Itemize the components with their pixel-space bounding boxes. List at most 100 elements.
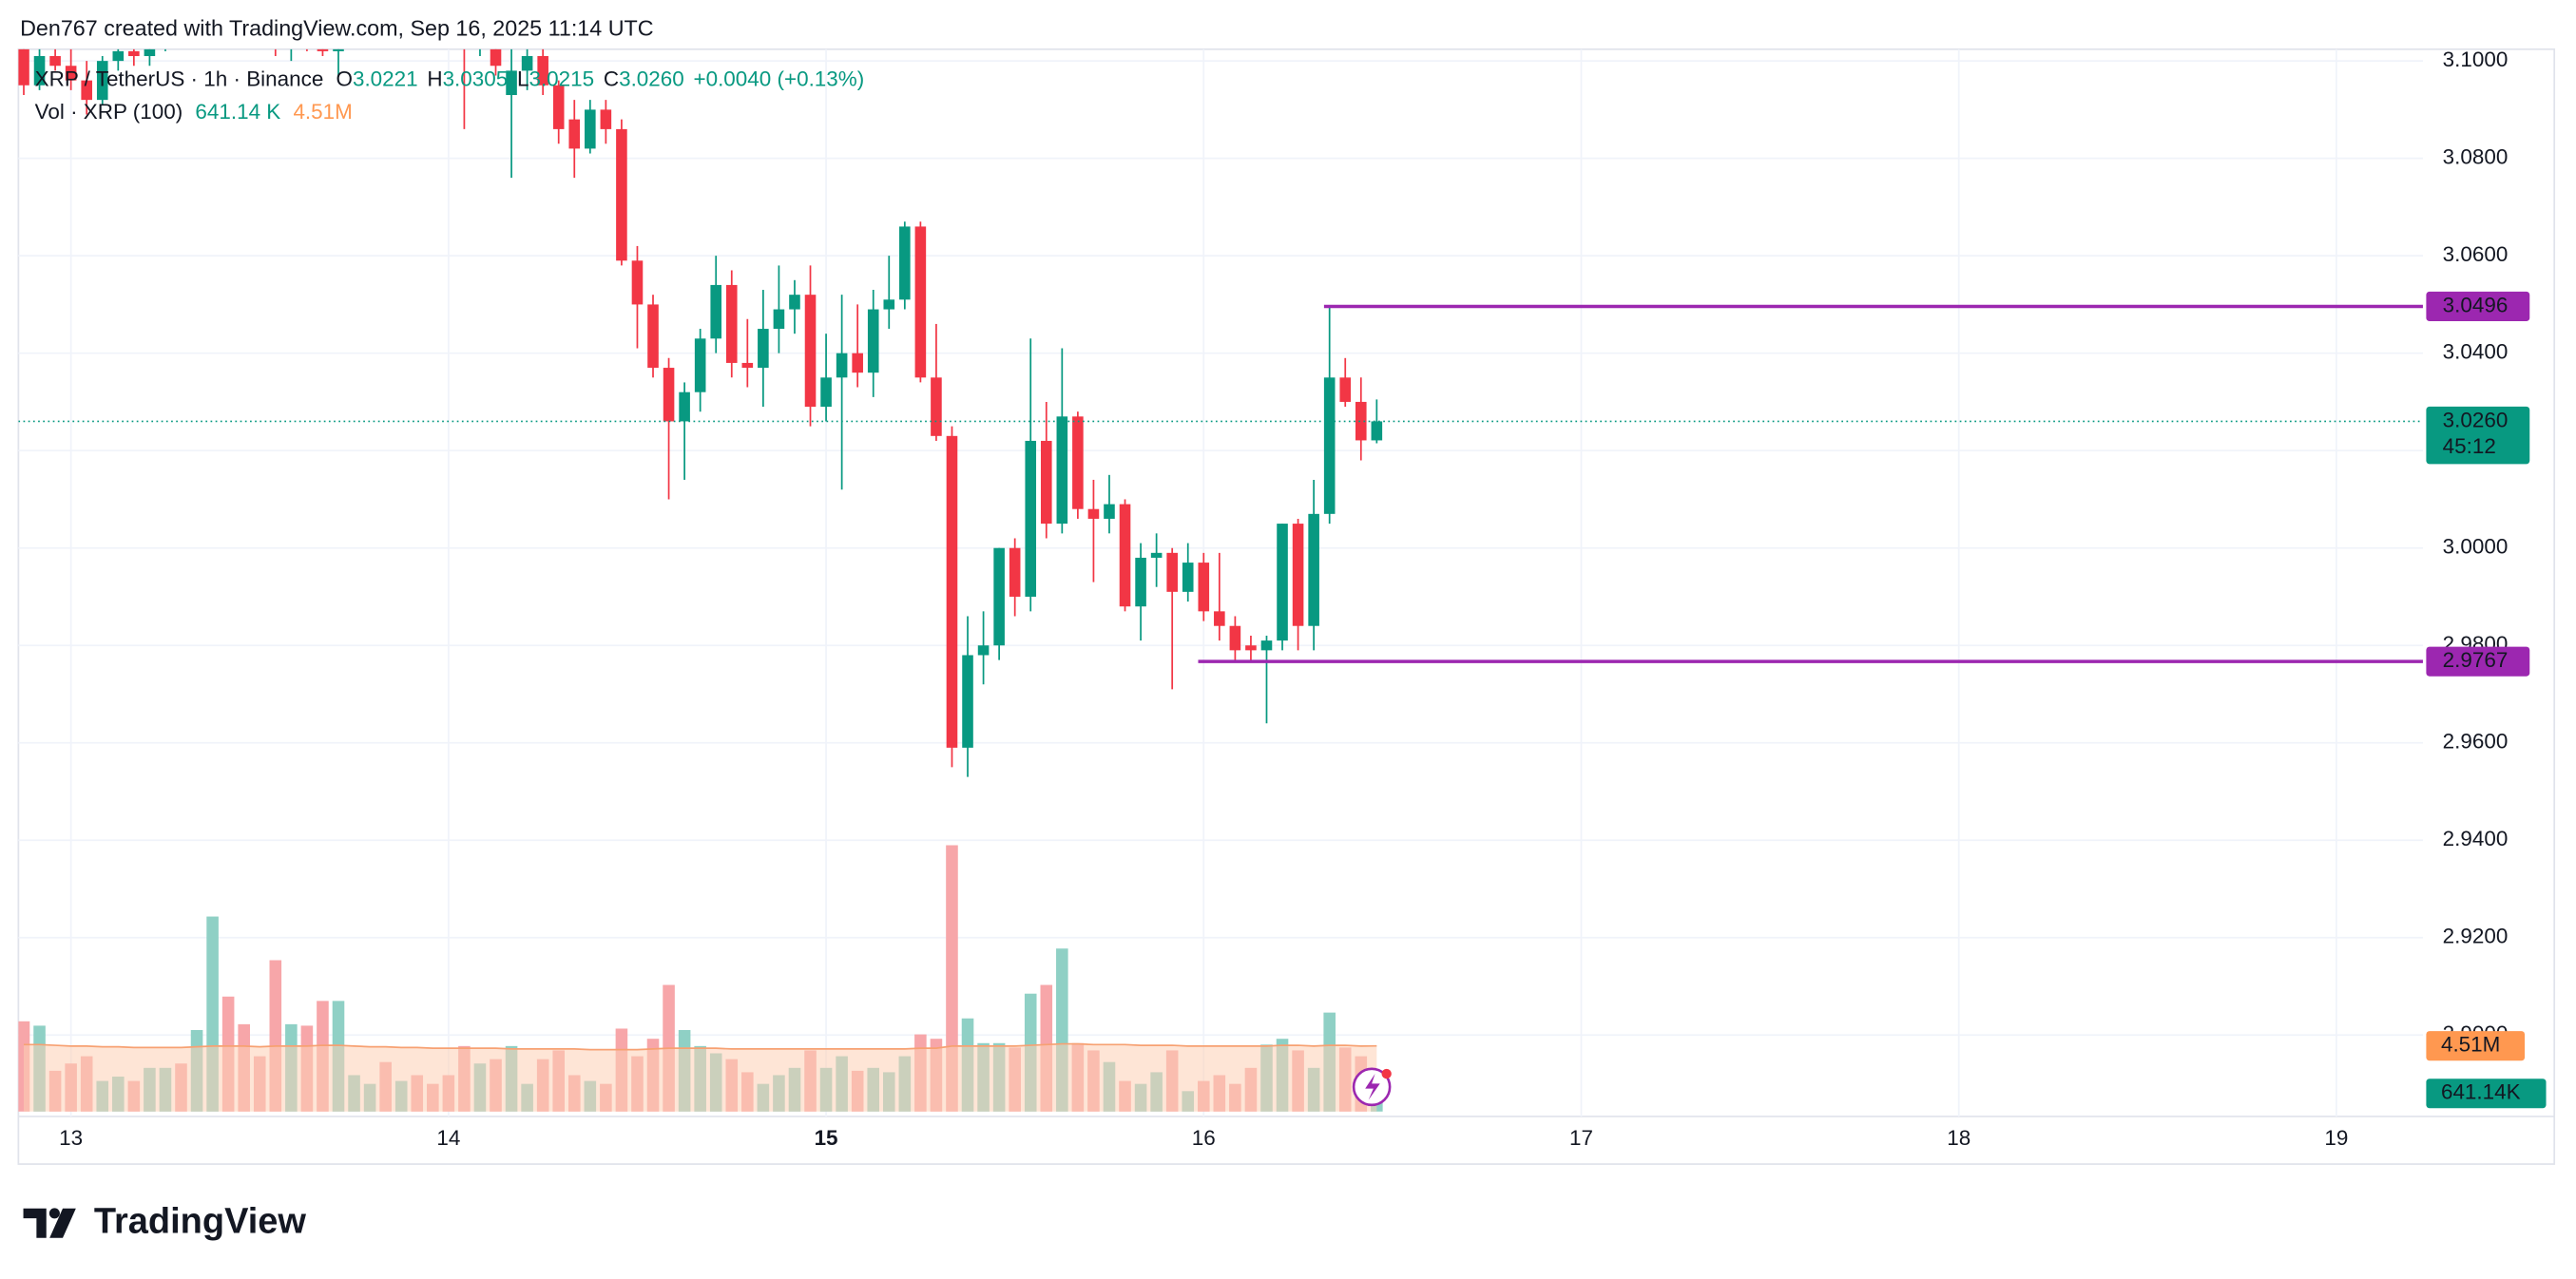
candle-body xyxy=(914,226,927,378)
candle-body xyxy=(585,109,596,149)
candle-body xyxy=(1339,377,1352,402)
header: Den767 created with TradingView.com, Sep… xyxy=(20,15,654,40)
candle-body xyxy=(112,50,125,62)
legend-symbol: XRP / TetherUS · 1h · Binance xyxy=(35,67,324,91)
volume-ma-value: 4.51M xyxy=(293,100,352,124)
candle-body xyxy=(1119,504,1131,607)
level-label: 2.9767 xyxy=(2443,648,2509,672)
y-tick-label: 2.9400 xyxy=(2443,827,2509,850)
legend-value: 3.0305 xyxy=(443,67,509,91)
candle-body xyxy=(931,377,942,436)
candle-body xyxy=(1323,377,1336,514)
candle-body xyxy=(1025,440,1037,597)
volume-badge xyxy=(2426,1031,2526,1061)
candle-body xyxy=(1072,416,1084,509)
candle-body xyxy=(899,226,911,300)
candle-body xyxy=(600,109,612,129)
plot-area xyxy=(18,48,2423,1112)
candle-body xyxy=(317,48,329,51)
legend-value: 3.0221 xyxy=(353,67,418,91)
candle-body xyxy=(1150,552,1163,558)
candle-body xyxy=(789,295,800,310)
candle-body xyxy=(962,655,973,748)
y-tick-label: 2.9600 xyxy=(2443,730,2509,754)
volume-bar xyxy=(1371,1101,1383,1112)
legend-key: H xyxy=(427,67,442,91)
candle-body xyxy=(1245,645,1257,651)
candle-body xyxy=(710,284,722,339)
x-tick-label: 14 xyxy=(436,1126,460,1150)
candle-body xyxy=(820,377,832,408)
candle-body xyxy=(867,309,879,373)
frame xyxy=(17,48,2556,1165)
candle-body xyxy=(144,48,156,57)
volume-ma-area xyxy=(23,1043,1377,1112)
candle-body xyxy=(33,56,46,86)
candle-body xyxy=(993,547,1005,646)
y-tick-label: 3.1000 xyxy=(2443,48,2509,71)
volume-badge-label: 4.51M xyxy=(2441,1033,2500,1057)
candle-body xyxy=(758,329,769,369)
candle-body xyxy=(1277,524,1288,641)
volume-bar xyxy=(946,845,958,1112)
candle-body xyxy=(552,85,565,129)
candle-body xyxy=(1040,440,1052,525)
candle-body xyxy=(65,66,77,81)
candle-body xyxy=(1009,547,1021,597)
candle-body xyxy=(647,304,659,369)
last-price-label: 3.0260 xyxy=(2443,408,2509,431)
candle-body xyxy=(1371,421,1383,441)
y-tick-label: 3.0400 xyxy=(2443,340,2509,364)
candle-body xyxy=(1292,524,1304,626)
candle-body xyxy=(128,50,140,57)
y-tick-label: 2.9200 xyxy=(2443,925,2509,948)
alert-icon xyxy=(1352,1067,1392,1107)
countdown: 45:12 xyxy=(2443,434,2496,458)
y-tick-label: 3.0600 xyxy=(2443,242,2509,266)
legend-key: C xyxy=(604,67,619,91)
candle-body xyxy=(1135,557,1146,607)
level-badge xyxy=(2426,291,2530,322)
x-tick-label: 17 xyxy=(1569,1126,1593,1150)
candle-body xyxy=(741,362,754,369)
legend-change: +0.0040 (+0.13%) xyxy=(693,67,864,91)
candle-body xyxy=(1355,401,1367,441)
candle-body xyxy=(1056,416,1068,525)
last-price-badge xyxy=(2426,406,2530,465)
volume-legend: Vol · XRP (100) 641.14 K 4.51M xyxy=(35,100,353,124)
volume-ma-line xyxy=(23,1042,1377,1051)
x-tick-label: 15 xyxy=(815,1126,838,1150)
candle-body xyxy=(506,70,517,96)
y-tick-label: 3.0800 xyxy=(2443,145,2509,169)
y-tick-label: 3.0000 xyxy=(2443,535,2509,559)
candle-body xyxy=(804,295,817,408)
x-tick-label: 16 xyxy=(1192,1126,1216,1150)
candle-body xyxy=(1166,552,1178,592)
candle-body xyxy=(1260,640,1273,651)
candle-body xyxy=(679,391,690,422)
x-tick-label: 19 xyxy=(2324,1126,2348,1150)
logo-text: TradingView xyxy=(94,1201,307,1241)
x-tick-label: 13 xyxy=(59,1126,83,1150)
candle-body xyxy=(333,48,344,51)
candle-body xyxy=(694,338,706,392)
candle-body xyxy=(977,645,990,656)
candle-body xyxy=(568,119,581,149)
volume-badge-label: 641.14K xyxy=(2441,1080,2521,1104)
candle-body xyxy=(836,353,848,378)
legend-key: O xyxy=(336,67,352,91)
candle-body xyxy=(1214,611,1225,626)
candle-body xyxy=(490,48,502,67)
legend-line: XRP / TetherUS · 1h · Binance O3.0221 H3… xyxy=(35,67,865,91)
legend-value: 3.0260 xyxy=(619,67,684,91)
x-tick-label: 18 xyxy=(1947,1126,1970,1150)
volume-value: 641.14 K xyxy=(195,100,280,124)
volume-badge xyxy=(2426,1079,2547,1109)
level-badge xyxy=(2426,646,2530,677)
candle-body xyxy=(537,56,548,86)
candle-body xyxy=(946,435,958,748)
candle-body xyxy=(883,299,895,310)
candle-body xyxy=(1182,563,1194,592)
candle-body xyxy=(663,368,675,422)
